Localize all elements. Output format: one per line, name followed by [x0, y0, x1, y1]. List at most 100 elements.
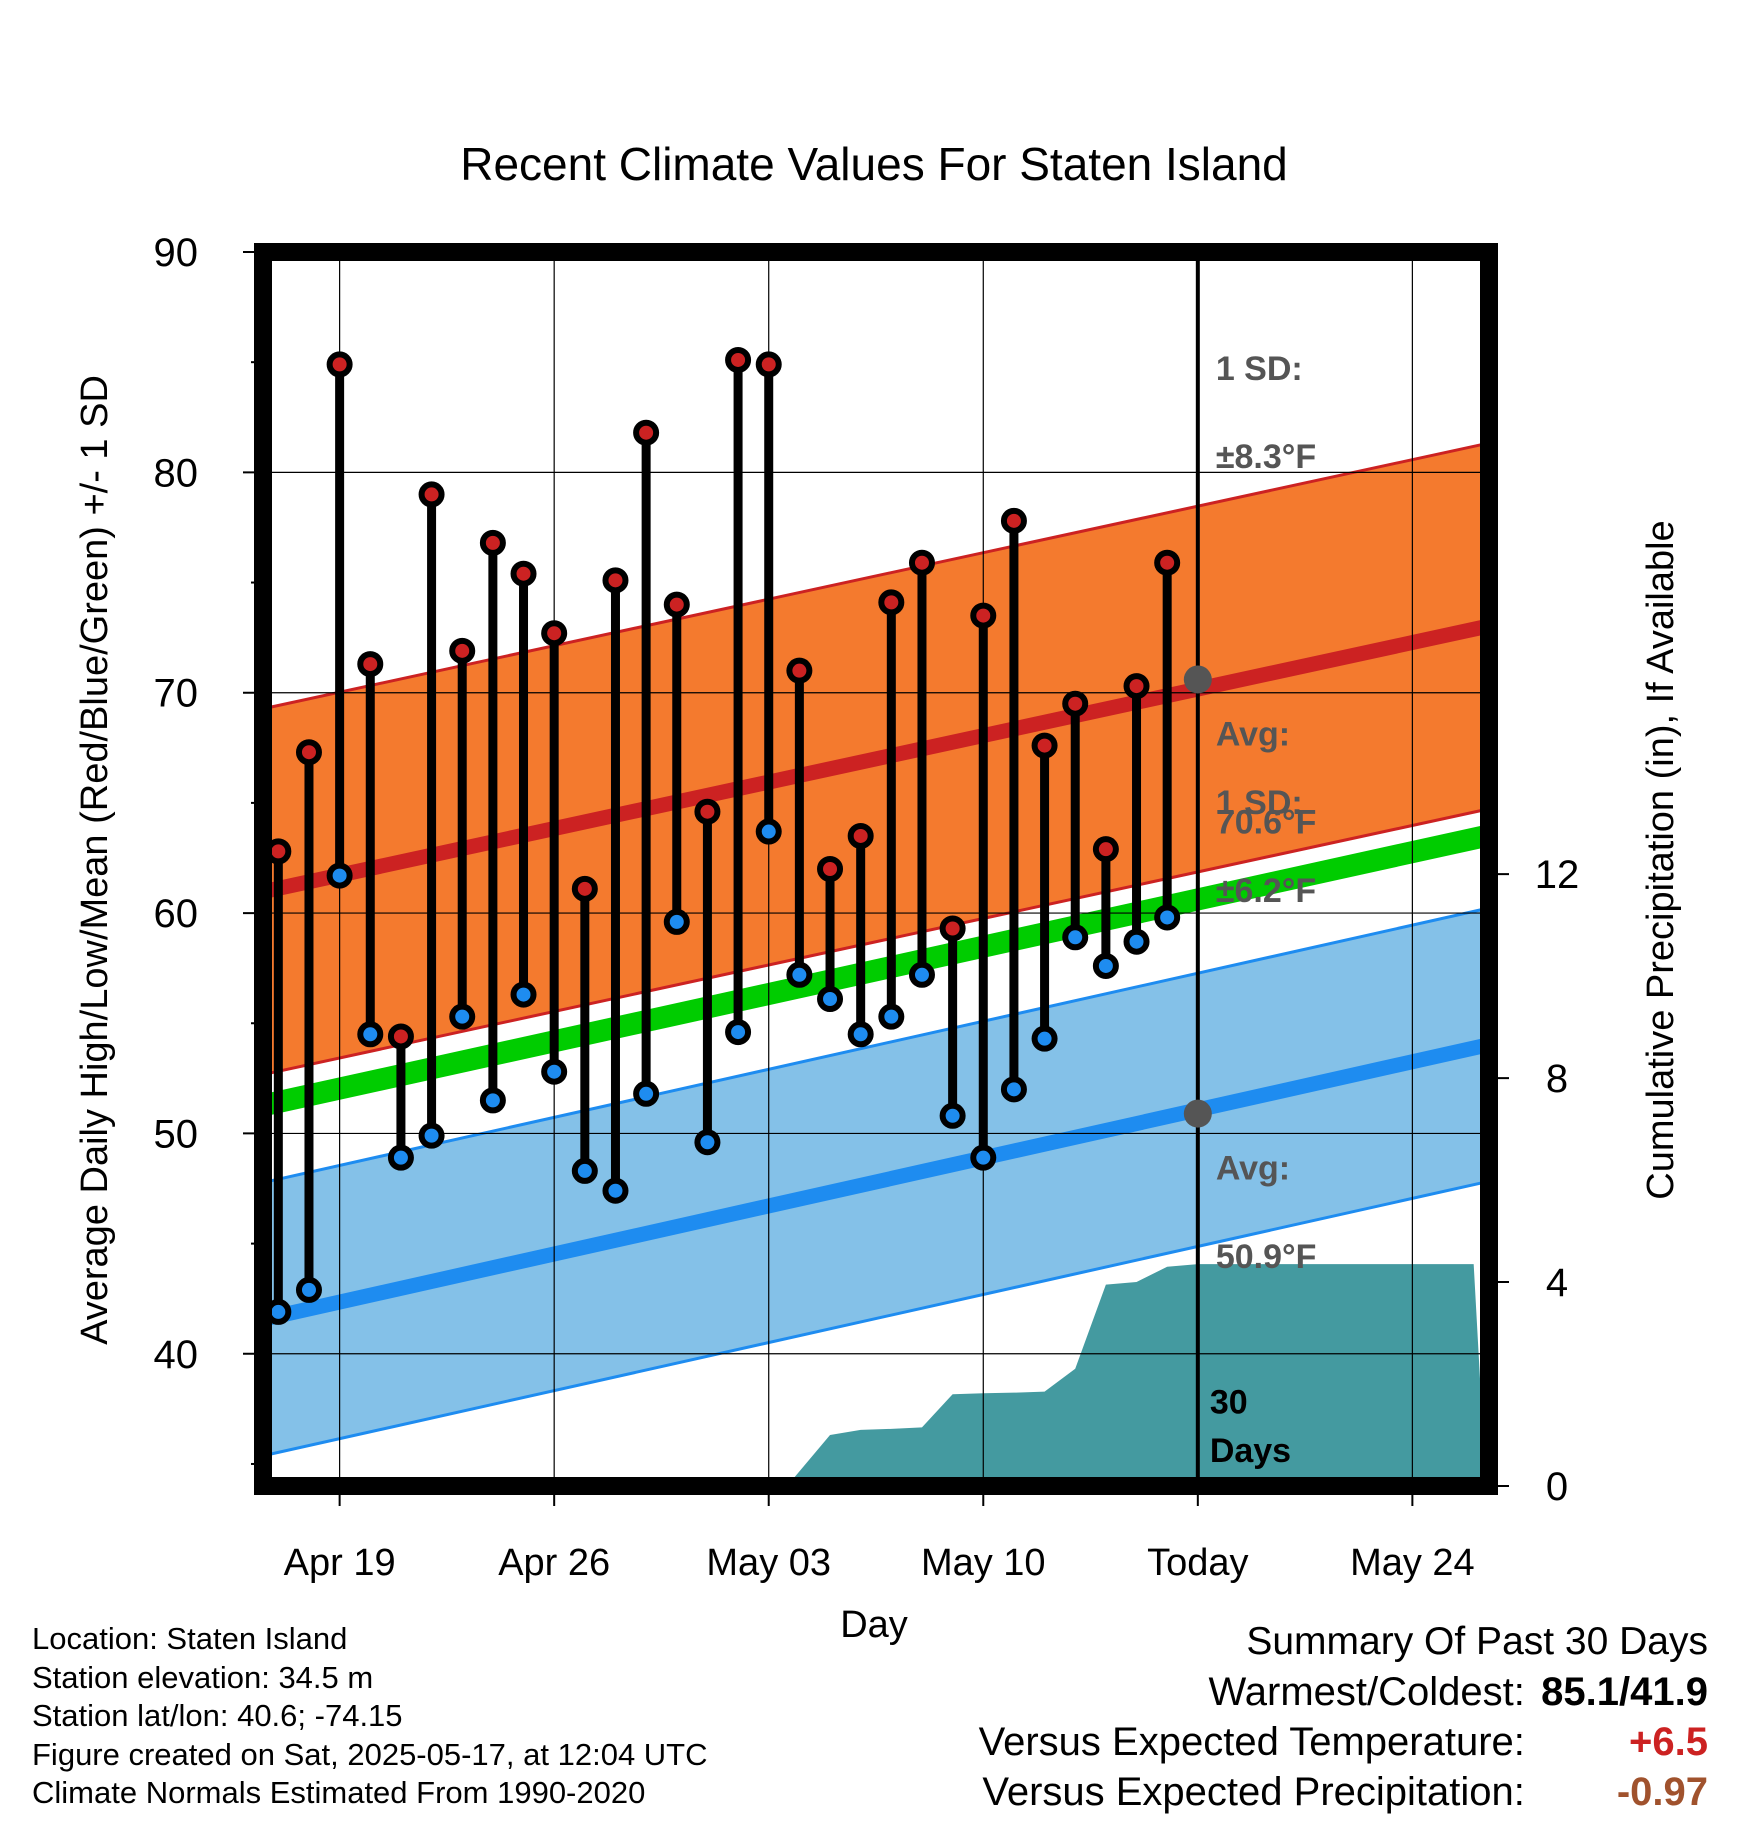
high-point-23 [970, 602, 997, 629]
info-location: Location: Staten Island [32, 1621, 348, 1656]
low-point-2 [326, 862, 353, 889]
low-point-20 [878, 1003, 905, 1030]
precip-anomaly-label: Versus Expected Precipitation: [982, 1770, 1525, 1814]
high-avg-marker [1183, 665, 1212, 694]
low-point-29 [1154, 904, 1181, 931]
high-sd-label: 1 SD: [1216, 350, 1303, 388]
high-point-6 [449, 637, 476, 664]
low-point-22 [939, 1102, 966, 1129]
high-point-20 [878, 589, 905, 616]
y-right-tick-label-0: 0 [1546, 1465, 1568, 1509]
high-avg-value: 70.6°F [1216, 804, 1317, 842]
high-point-25 [1031, 732, 1058, 759]
precipitation-area [787, 1264, 1486, 1486]
low-point-12 [633, 1080, 660, 1107]
low-point-21 [908, 961, 935, 988]
summary-title: Summary Of Past 30 Days [1246, 1620, 1708, 1663]
x-tick-label-5: May 24 [1350, 1542, 1475, 1584]
info-created: Figure created on Sat, 2025-05-17, at 12… [32, 1736, 708, 1772]
low-point-27 [1092, 952, 1119, 979]
warm-cold-label: Warmest/Coldest: [1208, 1670, 1525, 1714]
high-point-5 [418, 481, 445, 508]
x-tick-label-1: Apr 26 [498, 1542, 610, 1584]
days-label-number: 30 [1210, 1383, 1248, 1421]
summary-precip: Versus Expected Precipitation: -0.97 [979, 1767, 1708, 1817]
low-point-11 [602, 1177, 629, 1204]
high-point-18 [817, 856, 844, 882]
x-tick-label-3: May 10 [921, 1542, 1046, 1584]
warm-cold-value: 85.1/41.9 [1541, 1670, 1708, 1714]
low-point-5 [418, 1122, 445, 1149]
low-point-18 [817, 986, 844, 1013]
low-point-8 [510, 981, 537, 1008]
y-tick-label-0: 40 [154, 1333, 199, 1377]
low-point-17 [786, 961, 813, 988]
high-sd-value: ±8.3°F [1216, 438, 1316, 476]
y-right-tick-label-3: 12 [1535, 853, 1580, 897]
low-avg-marker [1183, 1099, 1212, 1128]
y-tick-label-5: 90 [154, 231, 199, 275]
x-tick-label-0: Apr 19 [284, 1542, 396, 1584]
x-axis-label: Day [840, 1604, 908, 1646]
y-tick-label-1: 50 [154, 1112, 199, 1156]
high-point-7 [479, 529, 506, 556]
temp-anomaly-value: +6.5 [1629, 1720, 1708, 1764]
summary-warm-cold: Warmest/Coldest: 85.1/41.9 [979, 1667, 1709, 1717]
plot-frame [254, 243, 1498, 1495]
low-sd-value: ±6.2°F [1216, 872, 1316, 910]
y-tick-label-2: 60 [154, 892, 199, 936]
high-point-11 [602, 567, 629, 594]
low-avg-label: Avg: [1216, 1150, 1290, 1188]
high-point-29 [1154, 549, 1181, 576]
low-point-13 [663, 908, 690, 935]
temp-anomaly-label: Versus Expected Temperature: [978, 1720, 1525, 1764]
high-point-26 [1062, 690, 1089, 717]
normal-mean-line [263, 825, 1489, 1116]
high-point-15 [725, 346, 752, 373]
normal-low-line [264, 1037, 1488, 1326]
chart-title: Recent Climate Values For Staten Island [460, 138, 1288, 190]
low-point-1 [295, 1276, 322, 1303]
y-axis-label: Average Daily High/Low/Mean (Red/Blue/Gr… [74, 375, 116, 1345]
station-info: Location: Staten Island Station elevatio… [32, 1620, 708, 1813]
low-point-15 [725, 1019, 752, 1046]
y-right-tick-label-1: 4 [1546, 1261, 1568, 1305]
low-point-19 [847, 1021, 874, 1048]
low-point-26 [1062, 924, 1089, 951]
high-point-4 [387, 1023, 414, 1050]
low-point-25 [1031, 1025, 1058, 1052]
high-point-27 [1092, 836, 1119, 863]
info-latlon: Station lat/lon: 40.6; -74.15 [32, 1698, 403, 1733]
high-point-28 [1123, 673, 1150, 700]
high-point-2 [326, 351, 353, 378]
high-point-8 [510, 560, 537, 587]
low-sd-label: 1 SD: [1216, 784, 1303, 822]
low-point-14 [694, 1129, 721, 1156]
low-point-6 [449, 1003, 476, 1030]
high-point-13 [663, 591, 690, 618]
high-point-16 [755, 351, 782, 378]
low-point-9 [541, 1058, 568, 1085]
high-point-19 [847, 822, 874, 849]
y-tick-label-3: 70 [154, 672, 199, 716]
low-point-23 [970, 1144, 997, 1171]
summary-temp: Versus Expected Temperature: +6.5 [979, 1717, 1708, 1767]
high-point-10 [571, 875, 598, 902]
y-tick-label-4: 80 [154, 451, 199, 495]
high-avg-label: Avg: [1216, 716, 1290, 754]
high-point-24 [1000, 507, 1027, 534]
high-point-14 [694, 798, 721, 825]
days-label-text: Days [1210, 1432, 1291, 1470]
low-point-4 [387, 1144, 414, 1171]
x-tick-label-2: May 03 [706, 1542, 831, 1584]
low-point-3 [357, 1021, 384, 1048]
low-point-7 [479, 1087, 506, 1114]
low-point-10 [571, 1157, 598, 1184]
info-elevation: Station elevation: 34.5 m [32, 1659, 374, 1695]
low-point-28 [1123, 928, 1150, 955]
low-point-16 [755, 818, 782, 845]
summary-panel: Summary Of Past 30 Days Warmest/Coldest:… [979, 1617, 1708, 1817]
high-point-3 [357, 651, 384, 678]
precip-anomaly-value: -0.97 [1616, 1770, 1708, 1814]
